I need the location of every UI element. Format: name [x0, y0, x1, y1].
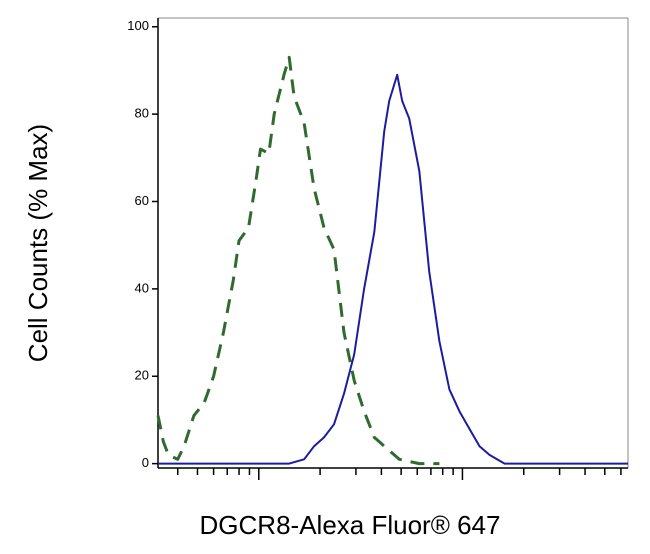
y-tick-label: 80	[135, 106, 149, 121]
y-axis-label: Cell Counts (% Max)	[23, 124, 53, 362]
y-tick-label: 60	[135, 193, 149, 208]
y-tick-label: 100	[127, 18, 149, 33]
y-tick-label: 40	[135, 280, 149, 295]
series-line	[158, 73, 628, 465]
y-tick-label: 20	[135, 368, 149, 383]
series-line	[156, 55, 440, 466]
x-axis-label: DGCR8-Alexa Fluor® 647	[200, 510, 501, 540]
y-tick-label: 0	[142, 455, 149, 470]
